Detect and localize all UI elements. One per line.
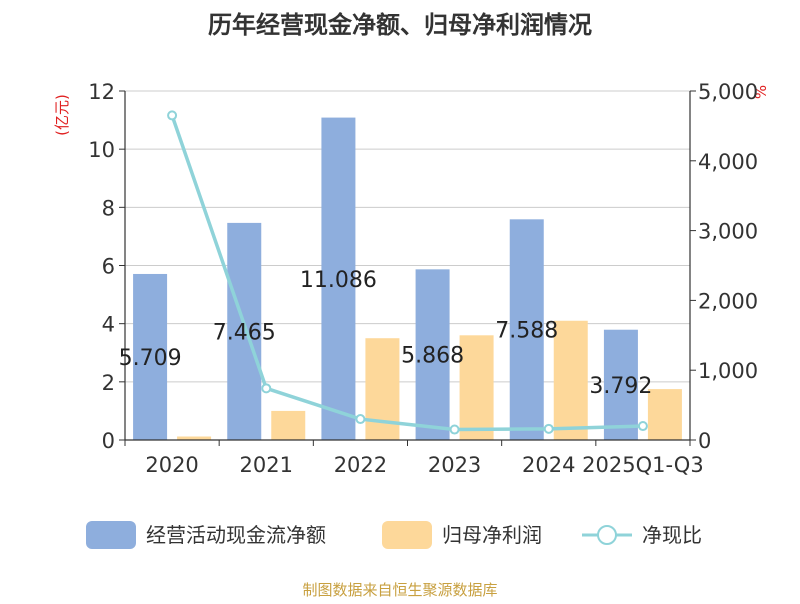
- x-tick-label: 2025Q1-Q3: [582, 453, 704, 477]
- x-tick-label: 2022: [334, 453, 387, 477]
- bar-cashflow[interactable]: [133, 273, 168, 440]
- right-tick-label: 0: [698, 429, 711, 453]
- ratio-point[interactable]: [543, 423, 554, 434]
- bar-cashflow[interactable]: [321, 117, 356, 441]
- bar-cashflow[interactable]: [227, 222, 262, 440]
- ratio-point[interactable]: [449, 424, 460, 435]
- bar-cashflow[interactable]: [415, 269, 450, 440]
- legend-item-cashflow[interactable]: 经营活动现金流净额: [86, 521, 326, 549]
- data-labels: 5.709 7.465 11.086 5.868 7.588 3.792: [119, 268, 653, 399]
- bar-value-label: 7.465: [213, 320, 276, 345]
- left-tick-label: 12: [88, 80, 115, 104]
- left-tick-label: 6: [102, 255, 115, 279]
- bar-netprofit[interactable]: [177, 436, 212, 440]
- bar-netprofit[interactable]: [459, 335, 494, 440]
- axes: 0 2 4 6 8 10 12 0 1,000 2,000 3,000 4,000 5,000 2020 2…: [88, 80, 758, 477]
- right-tick-label: 5,000: [698, 80, 758, 104]
- left-axis-unit: (亿元): [53, 94, 71, 136]
- bar-value-label: 5.868: [401, 344, 464, 369]
- legend-label-ratio: 净现比: [642, 523, 702, 547]
- left-tick-label: 10: [88, 138, 115, 162]
- x-tick-label: 2021: [240, 453, 293, 477]
- grid-lines: [125, 90, 690, 383]
- right-axis-unit: %: [752, 85, 770, 99]
- left-tick-label: 8: [102, 196, 115, 220]
- right-tick-label: 1,000: [698, 359, 758, 383]
- ratio-point[interactable]: [355, 414, 366, 425]
- left-tick-label: 4: [102, 313, 115, 337]
- right-tick-label: 2,000: [698, 289, 758, 313]
- ratio-line-path: [170, 114, 643, 432]
- bar-value-label: 3.792: [589, 374, 652, 399]
- legend-swatch-cashflow: [86, 521, 136, 549]
- bar-value-label: 7.588: [495, 319, 558, 344]
- right-tick-label: 3,000: [698, 220, 758, 244]
- left-tick-label: 0: [102, 429, 115, 453]
- legend: 经营活动现金流净额 归母净利润 净现比: [86, 521, 702, 549]
- legend-item-netprofit[interactable]: 归母净利润: [382, 521, 542, 549]
- legend-marker-ratio: [597, 525, 617, 545]
- right-tick-label: 4,000: [698, 150, 758, 174]
- legend-swatch-netprofit: [382, 521, 432, 549]
- legend-item-ratio[interactable]: 净现比: [582, 523, 702, 547]
- bar-value-label: 5.709: [119, 346, 182, 371]
- x-tick-label: 2023: [428, 453, 481, 477]
- bar-cashflow[interactable]: [603, 329, 638, 440]
- bar-netprofit[interactable]: [365, 338, 400, 440]
- legend-label-cashflow: 经营活动现金流净额: [146, 523, 326, 547]
- ratio-line: [167, 110, 648, 435]
- legend-label-netprofit: 归母净利润: [442, 523, 542, 547]
- ratio-point[interactable]: [261, 383, 272, 394]
- bar-netprofit[interactable]: [553, 320, 588, 440]
- bar-netprofit[interactable]: [647, 389, 682, 440]
- bar-value-label: 11.086: [300, 268, 377, 293]
- bar-netprofit[interactable]: [271, 410, 306, 440]
- left-tick-label: 2: [102, 371, 115, 395]
- x-tick-label: 2024: [522, 453, 575, 477]
- ratio-point[interactable]: [637, 421, 648, 432]
- x-tick-label: 2020: [145, 453, 198, 477]
- chart-title: 历年经营现金净额、归母净利润情况: [208, 11, 592, 39]
- ratio-point[interactable]: [167, 110, 178, 121]
- source-footer: 制图数据来自恒生聚源数据库: [302, 581, 497, 599]
- bar-cashflow[interactable]: [509, 219, 544, 440]
